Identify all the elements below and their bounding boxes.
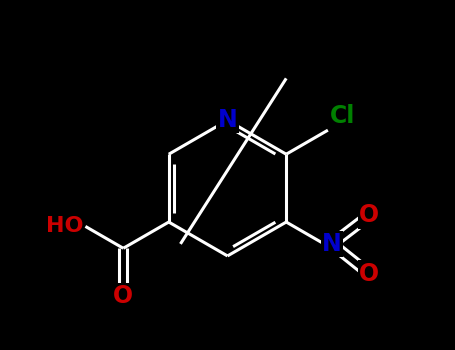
Text: O: O bbox=[359, 262, 379, 286]
Text: O: O bbox=[359, 203, 379, 228]
Text: Cl: Cl bbox=[330, 104, 355, 128]
Text: O: O bbox=[113, 285, 133, 308]
Text: HO: HO bbox=[46, 216, 83, 236]
Text: N: N bbox=[322, 232, 342, 256]
Text: N: N bbox=[217, 108, 238, 132]
